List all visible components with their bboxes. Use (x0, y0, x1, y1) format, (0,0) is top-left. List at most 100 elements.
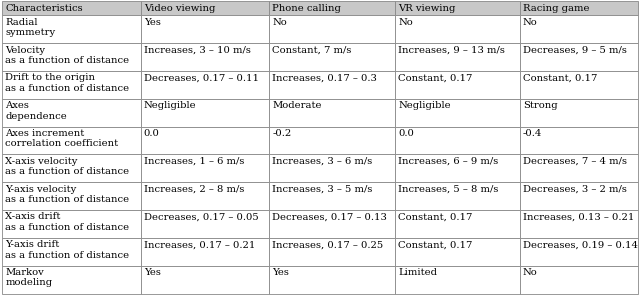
Text: Negligible: Negligible (398, 101, 451, 110)
Text: Strong: Strong (523, 101, 557, 110)
Text: Y-axis velocity
as a function of distance: Y-axis velocity as a function of distanc… (5, 185, 129, 204)
Text: Decreases, 0.17 – 0.05: Decreases, 0.17 – 0.05 (144, 212, 259, 222)
Bar (520, 182, 638, 210)
Bar (269, 43, 395, 71)
Bar (520, 155, 638, 182)
Text: No: No (523, 268, 538, 277)
Text: Drift to the origin
as a function of distance: Drift to the origin as a function of dis… (5, 73, 129, 93)
Text: Decreases, 0.17 – 0.13: Decreases, 0.17 – 0.13 (272, 212, 387, 222)
Bar (520, 238, 638, 266)
Bar (269, 71, 395, 99)
Text: Decreases, 9 – 5 m/s: Decreases, 9 – 5 m/s (523, 45, 627, 55)
Text: Constant, 0.17: Constant, 0.17 (398, 73, 473, 82)
Text: Y-axis drift
as a function of distance: Y-axis drift as a function of distance (5, 240, 129, 260)
Text: X-axis velocity
as a function of distance: X-axis velocity as a function of distanc… (5, 157, 129, 176)
Text: Yes: Yes (144, 268, 161, 277)
Bar (520, 15, 638, 43)
Bar (2, 71, 141, 99)
Text: Constant, 0.17: Constant, 0.17 (523, 73, 597, 82)
Bar (2, 99, 141, 127)
Bar (2, 155, 141, 182)
Text: Increases, 0.17 – 0.3: Increases, 0.17 – 0.3 (272, 73, 377, 82)
Bar (395, 43, 520, 71)
Bar (395, 238, 520, 266)
Text: 0.0: 0.0 (144, 129, 159, 138)
Text: Decreases, 0.19 – 0.14: Decreases, 0.19 – 0.14 (523, 240, 638, 249)
Bar (269, 155, 395, 182)
Text: Yes: Yes (272, 268, 289, 277)
Text: Markov
modeling: Markov modeling (5, 268, 52, 287)
Text: Velocity
as a function of distance: Velocity as a function of distance (5, 45, 129, 65)
Bar (141, 155, 269, 182)
Bar (2, 127, 141, 155)
Text: Axes increment
correlation coefficient: Axes increment correlation coefficient (5, 129, 118, 148)
Bar (520, 71, 638, 99)
Text: Increases, 2 – 8 m/s: Increases, 2 – 8 m/s (144, 185, 244, 194)
Bar (141, 266, 269, 294)
Text: -0.2: -0.2 (272, 129, 292, 138)
Text: Racing game: Racing game (523, 4, 589, 13)
Text: Increases, 0.17 – 0.21: Increases, 0.17 – 0.21 (144, 240, 255, 249)
Text: Characteristics: Characteristics (5, 4, 83, 13)
Bar (395, 99, 520, 127)
Bar (2, 266, 141, 294)
Text: -0.4: -0.4 (523, 129, 542, 138)
Bar (141, 71, 269, 99)
Bar (395, 15, 520, 43)
Bar (141, 238, 269, 266)
Bar (2, 43, 141, 71)
Bar (141, 182, 269, 210)
Text: Constant, 7 m/s: Constant, 7 m/s (272, 45, 352, 55)
Text: Video viewing: Video viewing (144, 4, 215, 13)
Bar (269, 210, 395, 238)
Text: Increases, 3 – 6 m/s: Increases, 3 – 6 m/s (272, 157, 372, 166)
Bar (395, 1, 520, 15)
Bar (269, 15, 395, 43)
Bar (269, 182, 395, 210)
Text: Phone calling: Phone calling (272, 4, 341, 13)
Text: 0.0: 0.0 (398, 129, 414, 138)
Bar (269, 238, 395, 266)
Bar (520, 1, 638, 15)
Bar (395, 210, 520, 238)
Bar (2, 1, 141, 15)
Text: Moderate: Moderate (272, 101, 322, 110)
Text: Increases, 0.17 – 0.25: Increases, 0.17 – 0.25 (272, 240, 383, 249)
Bar (395, 71, 520, 99)
Text: Axes
dependence: Axes dependence (5, 101, 67, 121)
Text: Increases, 1 – 6 m/s: Increases, 1 – 6 m/s (144, 157, 244, 166)
Bar (2, 210, 141, 238)
Text: Yes: Yes (144, 18, 161, 27)
Bar (141, 15, 269, 43)
Text: Constant, 0.17: Constant, 0.17 (398, 212, 473, 222)
Text: No: No (398, 18, 413, 27)
Text: Increases, 3 – 10 m/s: Increases, 3 – 10 m/s (144, 45, 251, 55)
Text: VR viewing: VR viewing (398, 4, 456, 13)
Text: No: No (523, 18, 538, 27)
Bar (269, 1, 395, 15)
Text: Increases, 9 – 13 m/s: Increases, 9 – 13 m/s (398, 45, 505, 55)
Bar (520, 210, 638, 238)
Text: Limited: Limited (398, 268, 437, 277)
Bar (520, 266, 638, 294)
Bar (395, 127, 520, 155)
Text: Decreases, 3 – 2 m/s: Decreases, 3 – 2 m/s (523, 185, 627, 194)
Text: Increases, 3 – 5 m/s: Increases, 3 – 5 m/s (272, 185, 372, 194)
Bar (2, 238, 141, 266)
Text: Increases, 6 – 9 m/s: Increases, 6 – 9 m/s (398, 157, 499, 166)
Bar (141, 99, 269, 127)
Text: X-axis drift
as a function of distance: X-axis drift as a function of distance (5, 212, 129, 232)
Bar (269, 266, 395, 294)
Text: No: No (272, 18, 287, 27)
Bar (141, 210, 269, 238)
Text: Decreases, 0.17 – 0.11: Decreases, 0.17 – 0.11 (144, 73, 259, 82)
Bar (141, 43, 269, 71)
Text: Radial
symmetry: Radial symmetry (5, 18, 55, 37)
Text: Decreases, 7 – 4 m/s: Decreases, 7 – 4 m/s (523, 157, 627, 166)
Bar (395, 182, 520, 210)
Bar (2, 15, 141, 43)
Bar (2, 182, 141, 210)
Bar (520, 43, 638, 71)
Bar (141, 127, 269, 155)
Bar (269, 99, 395, 127)
